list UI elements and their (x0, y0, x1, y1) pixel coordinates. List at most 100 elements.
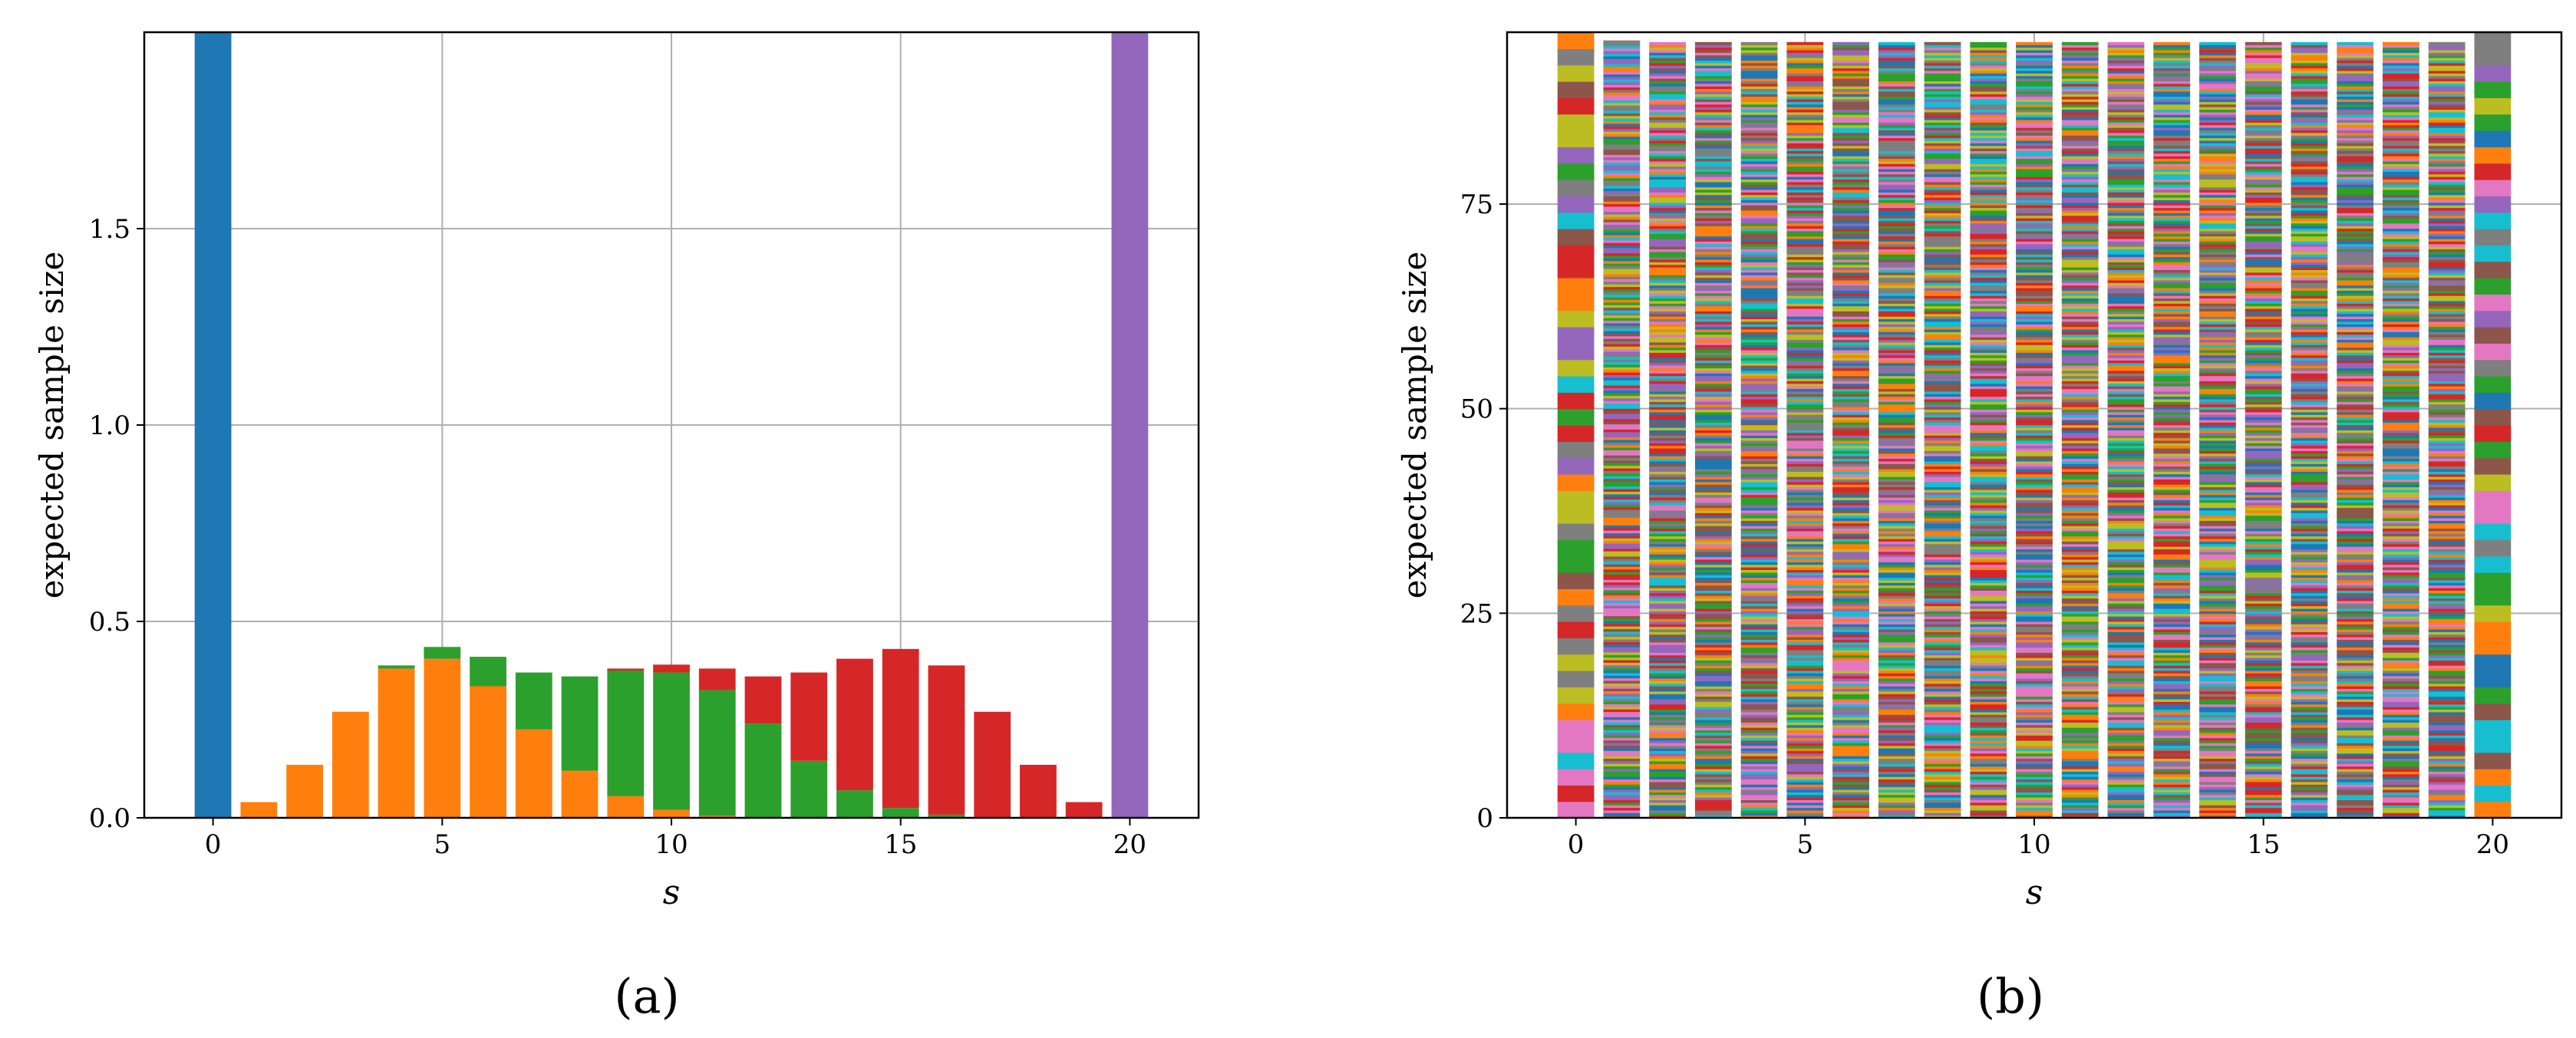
bar-segment (2016, 321, 2053, 325)
bar-segment (1649, 424, 1686, 428)
bar-segment (2153, 275, 2191, 278)
bar-segment (1649, 582, 1686, 586)
bar-segment (1603, 51, 1641, 54)
bar-segment (1924, 714, 1961, 718)
bar-segment (2061, 698, 2099, 702)
bar-segment (2153, 559, 2191, 562)
bar-segment (1740, 747, 1778, 751)
bar-segment (1603, 354, 1641, 358)
bar-segment (2153, 709, 2191, 713)
bar-segment (1924, 694, 1961, 697)
bar-segment (1832, 662, 1869, 666)
bar-segment (1649, 160, 1686, 164)
bar-segment (1924, 492, 1961, 496)
bar-segment (2153, 130, 2191, 133)
bar-segment (2291, 352, 2328, 356)
bar-segment (2245, 647, 2282, 651)
bar-segment (1832, 437, 1869, 441)
bar-segment (1924, 251, 1961, 255)
bar-segment (1740, 662, 1778, 666)
bar-segment (1970, 58, 2007, 61)
bar-segment (1603, 496, 1641, 500)
bar-segment (1970, 427, 2007, 430)
bar-segment (2061, 49, 2099, 53)
bar-segment (1740, 143, 1778, 147)
bar-segment (1694, 107, 1732, 110)
bar-segment (2153, 381, 2191, 384)
bar-segment (1603, 151, 1641, 155)
bar-segment (1786, 756, 1824, 760)
bar-segment (1878, 166, 1915, 170)
bar-segment (1694, 390, 1732, 394)
bar-segment (1694, 81, 1732, 84)
bar-segment (1970, 94, 2007, 97)
bar-segment (2107, 262, 2145, 265)
bar-segment (1694, 285, 1732, 288)
bar-segment (1603, 322, 1641, 326)
bar-segment (2061, 794, 2099, 798)
bar-segment (2061, 386, 2099, 390)
bar-segment (1649, 140, 1686, 143)
bar-segment (2107, 794, 2145, 798)
bar-segment (1603, 706, 1641, 710)
bar-segment (2153, 704, 2191, 707)
bar-segment (2061, 582, 2099, 586)
bar-segment (1878, 107, 1915, 110)
bar-segment (2245, 758, 2282, 762)
bar-segment (2061, 512, 2099, 516)
bar-segment (1694, 166, 1732, 170)
bar-segment (1832, 197, 1869, 201)
bar-segment (1924, 618, 1961, 622)
bar-segment (1694, 233, 1732, 237)
bar-segment (2061, 595, 2099, 599)
bar-segment (2245, 238, 2282, 242)
bar-segment (1832, 528, 1869, 532)
bar-segment (1740, 215, 1778, 219)
bar-segment (2245, 802, 2282, 806)
bar-segment (2291, 386, 2328, 390)
bar-segment (2061, 197, 2099, 201)
bar-segment (1740, 373, 1778, 377)
bar-segment (2199, 541, 2236, 545)
bar-segment (2061, 272, 2099, 275)
bar-column (2245, 41, 2282, 819)
bar-segment (2199, 776, 2236, 780)
bar-segment (1878, 753, 1915, 756)
bar-segment (2245, 101, 2282, 105)
bar-segment (2153, 502, 2191, 506)
bar-segment (2245, 375, 2282, 379)
bar-segment (2291, 145, 2328, 149)
bar-segment (2153, 657, 2191, 661)
bar-segment (1786, 158, 1824, 162)
bar-segment (1924, 70, 1961, 74)
bar-segment (1786, 509, 1824, 513)
bar-segment (1924, 486, 1961, 490)
bar-segment (1878, 207, 1915, 211)
bar-segment (2245, 657, 2282, 661)
bar-segment (607, 668, 645, 671)
bar-segment (2107, 153, 2145, 157)
bar-segment (1924, 463, 1961, 467)
bar-segment (2291, 58, 2328, 61)
bar-segment (1786, 773, 1824, 777)
bar-segment (1832, 554, 1869, 558)
bar-segment (1786, 675, 1824, 679)
bar-segment (1970, 243, 2007, 247)
bar-segment (1970, 101, 2007, 105)
bar-segment (1924, 575, 1961, 578)
bar-segment (1924, 337, 1961, 341)
bar-segment (2107, 740, 2145, 743)
bar-segment (2245, 88, 2282, 92)
bar-segment (1878, 812, 1915, 816)
bar-segment (1694, 722, 1732, 726)
bar-segment (1649, 624, 1686, 628)
bar-segment (1878, 311, 1915, 315)
bar-segment (2061, 407, 2099, 410)
bar-segment (1924, 101, 1961, 105)
bar-segment (1878, 556, 1915, 560)
bar-segment (1740, 673, 1778, 677)
bar-segment (1603, 100, 1641, 104)
bar-segment (2061, 450, 2099, 454)
bar-segment (1603, 235, 1641, 238)
bar-segment (2107, 411, 2145, 415)
